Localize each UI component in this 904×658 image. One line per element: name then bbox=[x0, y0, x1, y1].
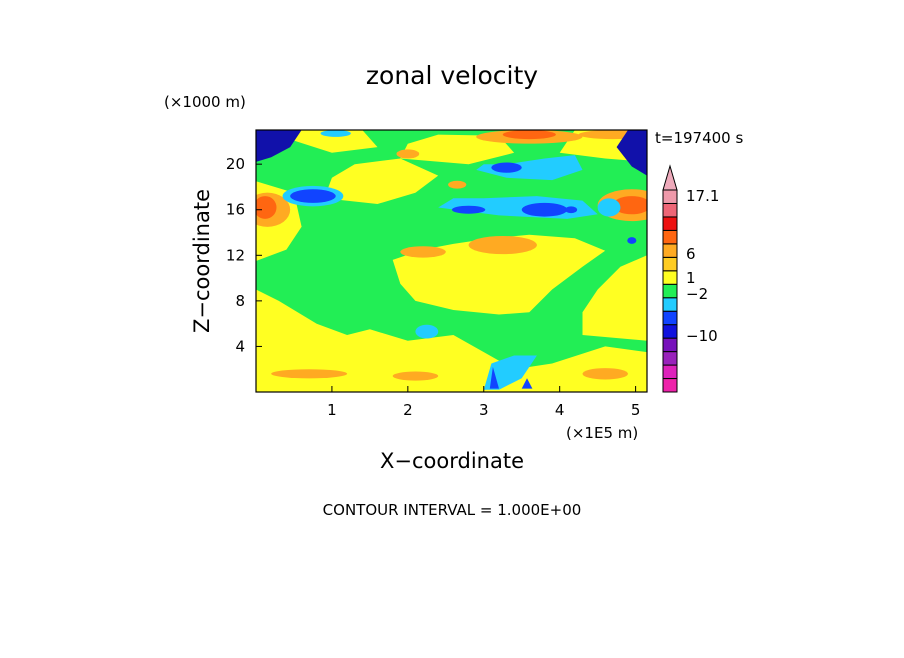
y-tick-label: 12 bbox=[226, 246, 245, 264]
orange-region-17 bbox=[392, 371, 439, 381]
blue-region-35 bbox=[489, 366, 499, 389]
yellow-region-4 bbox=[400, 134, 515, 165]
colorbar-swatch bbox=[662, 364, 678, 380]
x-axis-ticks: 1 2 3 4 5 bbox=[327, 386, 640, 419]
cyan-region-25 bbox=[415, 324, 439, 339]
contour-field bbox=[256, 130, 647, 392]
colorbar-swatch bbox=[662, 202, 678, 218]
orange-dark-region-21 bbox=[502, 130, 556, 140]
colorbar-swatch bbox=[662, 337, 678, 353]
colorbar-swatch bbox=[662, 324, 678, 339]
y-tick-label: 8 bbox=[235, 292, 245, 310]
colorbar-swatch bbox=[662, 351, 678, 366]
x-axis-title: X−coordinate bbox=[380, 449, 524, 473]
cyan-region-24 bbox=[597, 198, 621, 217]
colorbar-swatch bbox=[662, 270, 678, 285]
orange-region-18 bbox=[582, 368, 629, 380]
orange-region-16 bbox=[271, 369, 348, 379]
y-axis-unit: (×1000 m) bbox=[164, 93, 246, 111]
blue-region-33 bbox=[565, 206, 578, 214]
chart-title: zonal velocity bbox=[366, 61, 538, 90]
cyan-region-26 bbox=[320, 130, 351, 137]
y-tick-label: 4 bbox=[235, 337, 245, 355]
x-tick-label: 3 bbox=[479, 401, 489, 419]
colorbar-extend-arrow bbox=[662, 164, 678, 191]
navy-region-38 bbox=[616, 130, 647, 176]
navy-region-37 bbox=[256, 130, 302, 162]
blue-region-34 bbox=[627, 237, 637, 244]
colorbar-swatch bbox=[662, 310, 678, 326]
x-axis-unit: (×1E5 m) bbox=[566, 424, 638, 442]
blue-region-30 bbox=[521, 202, 568, 217]
colorbar-label: −10 bbox=[686, 327, 718, 345]
yellow-region-2 bbox=[582, 255, 647, 341]
yellow-region-7 bbox=[278, 130, 378, 153]
y-tick-label: 16 bbox=[226, 201, 245, 219]
x-tick-label: 1 bbox=[327, 401, 337, 419]
colorbar-label: 17.1 bbox=[686, 187, 719, 205]
colorbar-swatch bbox=[662, 283, 678, 299]
plot-frame bbox=[255, 129, 648, 393]
x-tick-label: 5 bbox=[631, 401, 641, 419]
yellow-region-3 bbox=[324, 158, 439, 204]
orange-region-14 bbox=[396, 149, 420, 159]
colorbar-swatch bbox=[662, 216, 678, 231]
colorbar-label: −2 bbox=[686, 285, 708, 303]
contour-interval-note: CONTOUR INTERVAL = 1.000E+00 bbox=[323, 501, 582, 519]
cyan-region-28 bbox=[483, 355, 537, 390]
orange-dark-region-20 bbox=[612, 196, 647, 215]
orange-dark-region-19 bbox=[256, 196, 277, 219]
colorbar-swatch bbox=[662, 229, 678, 245]
blue-region-31 bbox=[491, 162, 522, 173]
blue-region-32 bbox=[451, 205, 486, 214]
y-axis-title: Z−coordinate bbox=[190, 189, 214, 333]
yellow-region-1 bbox=[392, 234, 606, 315]
orange-region-15 bbox=[448, 180, 467, 189]
time-label: t=197400 s bbox=[655, 129, 743, 147]
y-tick-label: 20 bbox=[226, 155, 245, 173]
colorbar-label: 1 bbox=[686, 269, 696, 287]
colorbar-label: 6 bbox=[686, 245, 696, 263]
colorbar-swatch bbox=[662, 378, 678, 393]
cyan-region-22 bbox=[476, 155, 583, 181]
colorbar-swatch bbox=[662, 297, 678, 312]
yellow-region-0 bbox=[256, 289, 647, 392]
blue-region-36 bbox=[521, 378, 533, 389]
colorbar-swatch bbox=[662, 256, 678, 272]
colorbar: 17.1 6 1−2 −10 bbox=[662, 164, 719, 393]
x-tick-label: 4 bbox=[555, 401, 565, 419]
x-tick-label: 2 bbox=[403, 401, 413, 419]
orange-region-9 bbox=[400, 246, 446, 258]
y-axis-ticks: 4 8 12 16 20 bbox=[226, 155, 262, 355]
blue-region-29 bbox=[290, 189, 336, 203]
orange-region-8 bbox=[468, 235, 537, 255]
colorbar-swatch bbox=[662, 243, 678, 258]
colorbar-swatch bbox=[662, 189, 678, 204]
